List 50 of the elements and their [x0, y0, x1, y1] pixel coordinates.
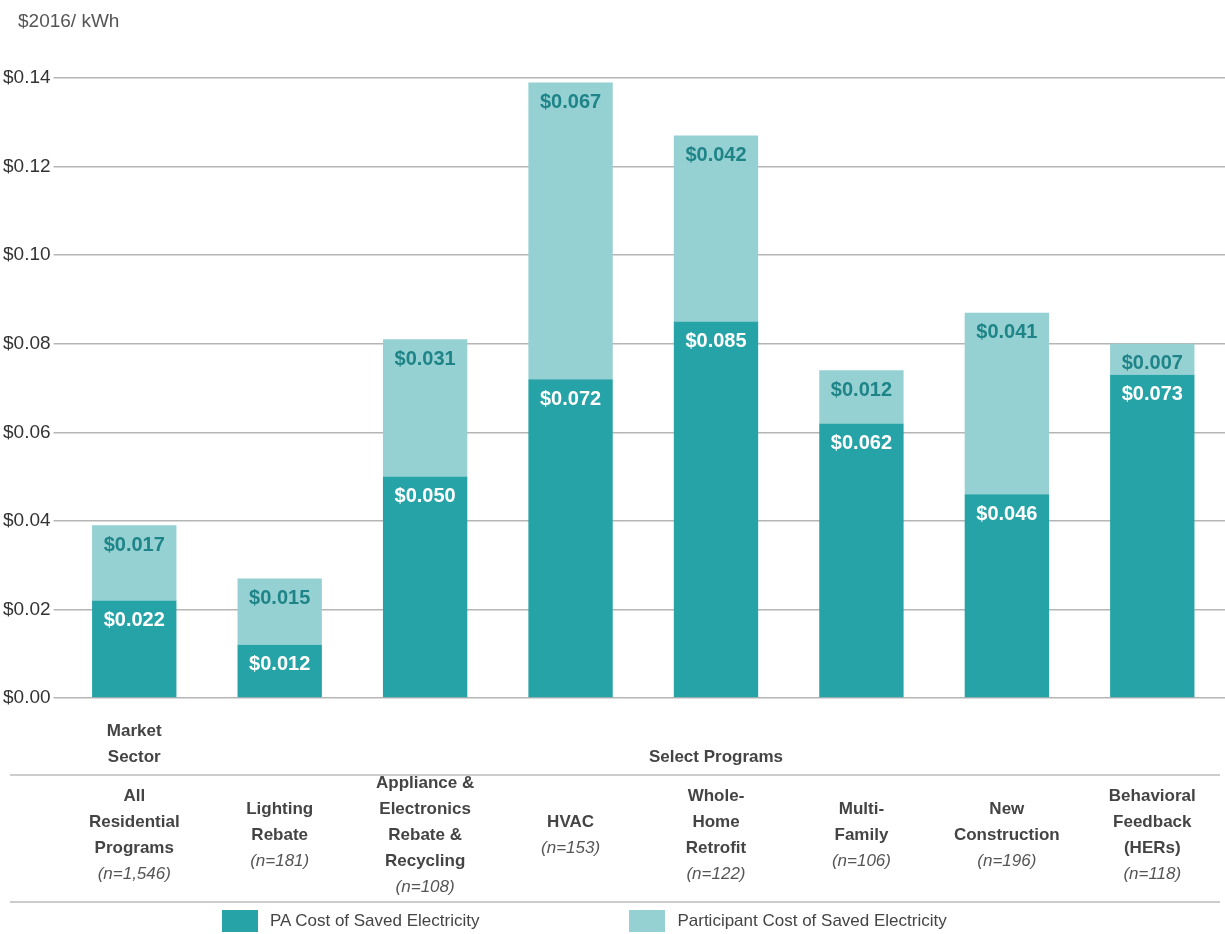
bar: [673, 135, 759, 322]
y-tick-label: $0.14: [3, 66, 51, 88]
data-label: $0.062: [830, 430, 893, 453]
data-label: $0.073: [1121, 382, 1183, 405]
data-label: $0.022: [103, 608, 165, 631]
data-label: $0.042: [685, 143, 747, 166]
bar: [819, 423, 904, 698]
x-tick-label: New Construction (n=196): [953, 798, 1060, 870]
bar: [382, 339, 468, 477]
x-tick-label: Lighting Rebate (n=181): [246, 798, 314, 870]
bar: [92, 525, 177, 601]
legend-label: PA Cost of Saved Electricity: [270, 911, 480, 931]
y-tick-label: $0.00: [3, 686, 51, 708]
y-tick-label: $0.02: [3, 597, 51, 619]
y-tick-label: $0.04: [3, 509, 51, 531]
y-tick-label: $0.06: [3, 420, 51, 442]
data-label: $0.031: [394, 346, 456, 369]
x-tick-label: HVAC (n=153): [541, 811, 601, 857]
x-tick-label: All Residential Programs (n=1,546): [88, 785, 180, 883]
x-tick-label: Whole- Home Retrofit (n=122): [685, 785, 747, 883]
text: Market Sector: [106, 720, 162, 766]
text: Select Programs: [648, 746, 784, 766]
data-label: $0.041: [976, 320, 1038, 343]
data-label: $0.012: [830, 377, 893, 400]
bar: [673, 321, 759, 698]
data-label: $0.007: [1121, 351, 1183, 374]
y-tick-label: $0.12: [3, 154, 51, 176]
data-label: $0.015: [249, 585, 311, 608]
data-label: $0.050: [394, 484, 456, 507]
x-tick-label: Multi- Family (n=106): [831, 798, 891, 870]
data-label: $0.067: [539, 89, 602, 112]
bar: [382, 476, 468, 698]
x-tick-label: Appliance & Electronics Rebate & Recycling (n=108): [376, 772, 475, 896]
bar: [1110, 374, 1195, 698]
data-label: $0.012: [249, 652, 311, 675]
x-tick-label: Behavioral Feedback (HERs) (n=118): [1108, 785, 1196, 883]
y-tick-label: $0.10: [3, 243, 51, 265]
y-axis-title: $2016/ kWh: [18, 9, 120, 33]
bar: [964, 312, 1050, 495]
bar: [528, 379, 613, 698]
bar: [92, 600, 177, 698]
bar: [528, 82, 613, 380]
legend-label: Participant Cost of Saved Electricity: [677, 911, 947, 931]
bar: [237, 578, 322, 645]
data-label: $0.046: [976, 501, 1038, 524]
y-tick-label: $0.08: [3, 331, 51, 353]
data-label: $0.072: [539, 386, 602, 409]
data-label: $0.017: [103, 532, 165, 555]
bar: [964, 494, 1050, 698]
data-label: $0.085: [685, 329, 747, 352]
